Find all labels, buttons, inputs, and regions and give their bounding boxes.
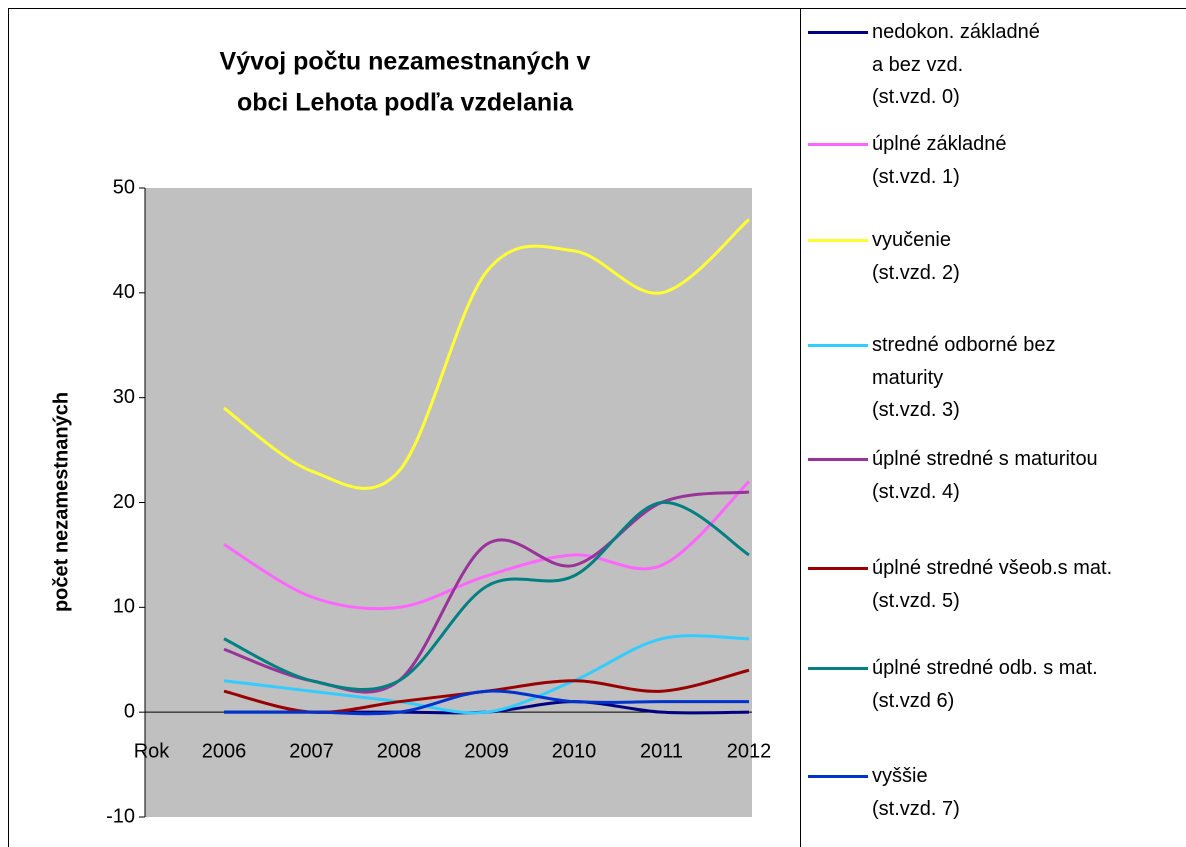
x-tick-label: 2011 xyxy=(640,740,683,762)
y-axis-label: počet nezamestnaných xyxy=(50,392,72,612)
legend-swatch xyxy=(808,31,868,34)
series-line xyxy=(223,480,751,611)
x-tick-label: 2006 xyxy=(202,740,247,762)
y-tick-label: 10 xyxy=(113,596,135,618)
legend-label: úplné stredné s maturitou (st.vzd. 4) xyxy=(872,448,1098,503)
series-line xyxy=(224,689,749,716)
y-tick-label: 20 xyxy=(113,491,135,513)
x-tick-label: 2012 xyxy=(727,740,772,762)
legend-swatch xyxy=(808,143,868,146)
chart-title: Vývoj počtu nezamestnaných v xyxy=(220,48,591,76)
legend-label: úplné stredné všeob.s mat. (st.vzd. 5) xyxy=(872,557,1113,612)
legend-label: stredné odborné bez maturity (st.vzd. 3) xyxy=(872,334,1056,421)
series-line xyxy=(223,218,750,490)
legend-swatch xyxy=(808,344,868,347)
y-tick-label: -10 xyxy=(106,805,135,827)
y-tick-label: 30 xyxy=(113,386,135,408)
legend-swatch xyxy=(808,458,868,461)
legend-label: nedokon. základné a bez vzd. (st.vzd. 0) xyxy=(872,21,1040,108)
x-tick-label: 2010 xyxy=(552,740,597,762)
y-tick-label: 40 xyxy=(113,281,135,303)
series-line xyxy=(223,500,750,692)
legend-swatch xyxy=(808,239,868,242)
series-line xyxy=(223,634,750,715)
x-tick-label: Rok xyxy=(134,740,171,762)
legend-swatch xyxy=(808,775,868,778)
legend-label: vyučenie (st.vzd. 2) xyxy=(872,229,960,284)
x-tick-label: 2007 xyxy=(289,740,334,762)
legend-label: úplné základné (st.vzd. 1) xyxy=(872,133,1007,188)
x-tick-label: 2008 xyxy=(377,740,422,762)
y-tick-label: 0 xyxy=(124,700,135,722)
legend-label: vyššie (st.vzd. 7) xyxy=(872,765,960,820)
chart-title: obci Lehota podľa vzdelania xyxy=(237,89,574,117)
legend-label: úplné stredné odb. s mat. (st.vzd 6) xyxy=(872,657,1098,712)
x-tick-label: 2009 xyxy=(464,740,509,762)
y-tick-label: 50 xyxy=(113,176,135,198)
legend-swatch xyxy=(808,667,868,670)
legend-swatch xyxy=(808,567,868,570)
